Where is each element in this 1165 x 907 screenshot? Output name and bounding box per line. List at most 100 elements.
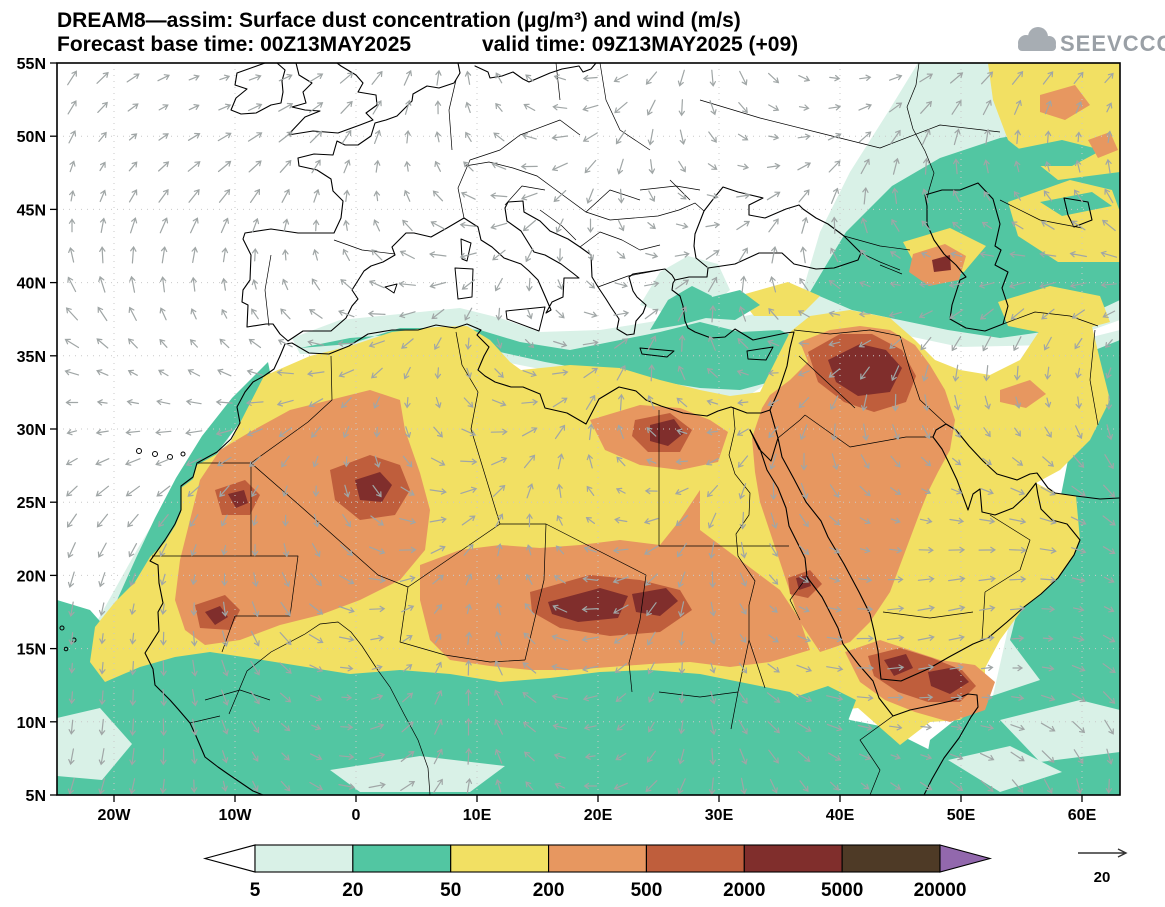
- wind-arrow: [312, 219, 320, 232]
- wind-arrow: [248, 74, 262, 81]
- wind-arrow: [706, 399, 719, 406]
- wind-arrow: [279, 159, 292, 173]
- wind-arrow: [526, 513, 533, 528]
- wind-arrow: [647, 661, 655, 675]
- wind-arrow: [251, 601, 260, 618]
- wind-arrow: [523, 632, 536, 645]
- wind-arrow: [158, 104, 169, 111]
- wind-arrow: [951, 99, 962, 115]
- wind-arrow: [980, 780, 994, 792]
- wind-arrow: [66, 513, 77, 528]
- wind-arrow: [889, 102, 903, 113]
- wind-arrow: [710, 691, 717, 705]
- cloud-icon: [1018, 27, 1056, 51]
- wind-arrow: [465, 688, 472, 706]
- wind-arrow: [1040, 486, 1056, 496]
- wind-arrow: [552, 104, 568, 111]
- wind-arrow: [1073, 71, 1084, 84]
- wind-arrow: [826, 695, 844, 702]
- wind-arrow: [860, 782, 870, 790]
- wind-arrow: [1104, 188, 1114, 204]
- wind-arrow: [522, 662, 537, 674]
- wind-arrow: [769, 276, 777, 293]
- wind-arrow: [191, 689, 198, 707]
- wind-arrow: [276, 369, 294, 376]
- wind-arrow: [187, 485, 201, 497]
- wind-arrow: [526, 309, 533, 320]
- wind-arrow: [343, 484, 351, 498]
- wind-arrow: [434, 100, 442, 115]
- wind-arrow: [1009, 251, 1026, 258]
- wind-arrow: [739, 748, 748, 765]
- wind-arrow: [797, 162, 812, 171]
- lon-tick-label: 40E: [826, 807, 855, 824]
- wind-arrow: [708, 541, 715, 559]
- wind-arrow: [398, 311, 416, 319]
- wind-arrow: [587, 249, 594, 261]
- wind-arrow: [464, 70, 472, 85]
- river-danube: [464, 161, 705, 221]
- wind-arrow: [952, 426, 961, 439]
- wind-arrow: [981, 221, 992, 230]
- wind-arrow: [708, 335, 716, 351]
- wind-arrow: [981, 694, 993, 701]
- wind-arrow: [191, 630, 198, 647]
- colorbar-segment: [743, 844, 843, 873]
- wind-arrow: [887, 664, 905, 671]
- wind-arrow: [829, 576, 841, 583]
- wind-arrow: [613, 74, 629, 83]
- wind-arrow: [524, 603, 535, 615]
- wind-arrow: [828, 368, 841, 378]
- wind-arrow: [341, 129, 352, 144]
- wind-arrow: [797, 635, 812, 643]
- wind-arrow: [616, 365, 626, 381]
- wind-arrow: [768, 218, 779, 233]
- wind-arrow: [767, 339, 780, 347]
- wind-arrow: [770, 482, 777, 501]
- wind-arrow: [311, 724, 322, 731]
- wind-arrow: [98, 275, 106, 293]
- wind-arrow: [644, 545, 659, 555]
- wind-arrow: [1106, 748, 1114, 765]
- wind-arrow: [400, 486, 415, 496]
- dust-core-mauritania-n: [228, 490, 248, 508]
- wind-arrow: [920, 723, 933, 731]
- wind-arrow: [949, 517, 965, 525]
- wind-arrow: [921, 364, 929, 382]
- wind-arrow: [557, 453, 564, 470]
- wind-arrow: [586, 280, 596, 289]
- wind-arrow: [949, 664, 965, 671]
- wind-arrow: [1075, 425, 1083, 440]
- wind-arrow: [616, 158, 624, 175]
- wind-arrow: [399, 546, 417, 554]
- wind-arrow: [400, 750, 415, 762]
- lon-tick-label: 50E: [947, 807, 976, 824]
- canary-islands: [136, 448, 186, 460]
- wind-arrow: [768, 574, 779, 585]
- wind-arrow: [98, 748, 105, 766]
- wind-arrow: [677, 778, 686, 795]
- wind-arrow: [129, 275, 136, 293]
- wind-arrow: [95, 429, 109, 436]
- lon-tick-label: 10E: [463, 807, 492, 824]
- wind-arrow: [1039, 547, 1057, 554]
- lat-tick-label: 20N: [17, 568, 46, 585]
- wind-arrow: [954, 394, 961, 411]
- wind-arrow: [127, 513, 139, 528]
- wind-arrow: [465, 101, 472, 113]
- wind-arrow: [797, 310, 810, 318]
- wind-arrow: [709, 662, 716, 674]
- wind-arrow: [951, 488, 963, 495]
- wind-arrow: [434, 337, 442, 351]
- wind-arrow: [829, 546, 841, 554]
- wind-arrow: [307, 370, 325, 377]
- wind-arrow: [1102, 691, 1116, 704]
- wind-arrow: [889, 724, 903, 731]
- wind-arrow: [404, 426, 411, 439]
- wind-arrow: [917, 634, 935, 641]
- dust-core-azerbaijan: [932, 255, 951, 272]
- wind-arrow: [222, 750, 229, 764]
- wind-arrow: [582, 695, 598, 702]
- wind-arrow: [1009, 518, 1027, 525]
- wind-arrow: [647, 631, 656, 646]
